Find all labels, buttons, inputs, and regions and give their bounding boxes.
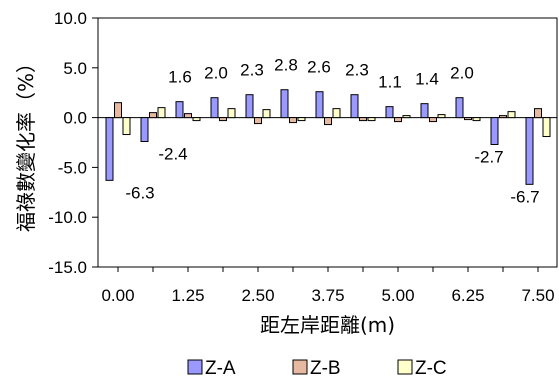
legend-label: Z-C <box>415 358 447 379</box>
x-axis: 0.00 1.25 2.50 3.75 5.00 6.25 7.50 <box>101 267 555 305</box>
data-labels: -6.3-2.4 1.6 2.0 2.3 2.8 2.6 2.3 1.1 1.4 2.0 -2.7 -… <box>125 56 539 207</box>
bar-z-c <box>402 115 411 119</box>
bar-z-b <box>394 117 402 123</box>
bar-z-b <box>289 117 297 124</box>
data-label: 2.0 <box>204 64 228 83</box>
x-tick-label: 2.50 <box>241 286 274 305</box>
bar-z-b <box>114 102 122 119</box>
bar-z-b <box>184 113 192 119</box>
bar-z-c <box>297 117 306 122</box>
legend-swatch <box>187 359 203 375</box>
bar-z-a <box>105 117 114 181</box>
bar-z-b <box>359 117 367 122</box>
y-tick-label: -10.0 <box>48 208 87 227</box>
bar-z-a <box>350 94 359 119</box>
bar-z-b <box>464 117 472 121</box>
legend-label: Z-A <box>205 358 236 379</box>
bar-z-c <box>367 117 376 122</box>
bar-z-b <box>254 117 262 125</box>
y-tick-label: 0.0 <box>63 109 87 128</box>
x-tick-label: 0.00 <box>101 286 134 305</box>
y-tick-label: -5.0 <box>58 158 87 177</box>
data-label: 1.4 <box>415 70 439 89</box>
bar-z-b <box>324 117 332 126</box>
x-tick-label: 1.25 <box>171 286 204 305</box>
bar-z-a <box>490 117 499 145</box>
data-label: 1.6 <box>168 68 192 87</box>
bar-z-a <box>175 101 184 119</box>
bar-z-c <box>332 108 341 119</box>
bar-z-a <box>420 103 429 119</box>
data-label: 2.3 <box>240 61 264 80</box>
bar-z-b <box>534 108 542 119</box>
data-label: 2.0 <box>450 64 474 83</box>
bar-z-c <box>192 117 201 122</box>
data-label: 2.6 <box>307 58 331 77</box>
bar-z-c <box>437 114 446 119</box>
y-tick-label: 5.0 <box>63 59 87 78</box>
legend-label: Z-B <box>310 358 341 379</box>
bar-z-b <box>499 115 507 119</box>
bar-z-c <box>542 117 551 138</box>
x-tick-label: 5.00 <box>381 286 414 305</box>
x-tick-label: 7.50 <box>521 286 554 305</box>
legend: Z-A Z-B Z-C <box>187 358 447 379</box>
x-axis-title: 距左岸距離(m) <box>260 313 395 337</box>
legend-swatch <box>397 359 413 375</box>
bar-z-c <box>262 109 271 119</box>
bar-z-a <box>315 91 324 119</box>
y-tick-label: -15.0 <box>48 258 87 277</box>
y-axis: 10.0 5.0 0.0 -5.0 -10.0 -15.0 <box>48 9 557 277</box>
legend-item-z-a: Z-A <box>187 358 236 379</box>
bar-z-c <box>472 117 481 122</box>
bar-z-a <box>210 97 219 119</box>
data-label: 2.8 <box>274 56 298 75</box>
bar-z-a <box>455 97 464 119</box>
data-label: -6.7 <box>510 187 539 206</box>
plot-area <box>97 17 558 268</box>
data-label: -2.4 <box>158 145 187 164</box>
bar-z-a <box>245 94 254 119</box>
bars <box>105 89 551 185</box>
legend-swatch <box>292 359 308 375</box>
bar-z-a <box>280 89 289 119</box>
y-tick-label: 10.0 <box>54 9 87 28</box>
plot-frame <box>97 17 558 268</box>
bar-z-a <box>525 117 534 185</box>
bar-z-a <box>140 117 149 143</box>
bar-z-c <box>157 107 166 119</box>
bar-z-c <box>227 108 236 119</box>
legend-item-z-c: Z-C <box>397 358 447 379</box>
x-tick-label: 6.25 <box>451 286 484 305</box>
data-label: -6.3 <box>125 183 154 202</box>
legend-item-z-b: Z-B <box>292 358 341 379</box>
bar-z-b <box>149 112 157 119</box>
data-label: 2.3 <box>345 61 369 80</box>
bar-z-a <box>385 106 394 119</box>
bar-z-b <box>429 117 437 123</box>
data-label: -2.7 <box>474 147 503 166</box>
data-label: 1.1 <box>378 73 402 92</box>
bar-z-b <box>219 117 227 122</box>
x-tick-label: 3.75 <box>311 286 344 305</box>
bar-z-c <box>122 117 131 136</box>
y-axis-title: 福祿數變化率（%） <box>14 53 38 232</box>
bar-z-c <box>507 111 516 119</box>
